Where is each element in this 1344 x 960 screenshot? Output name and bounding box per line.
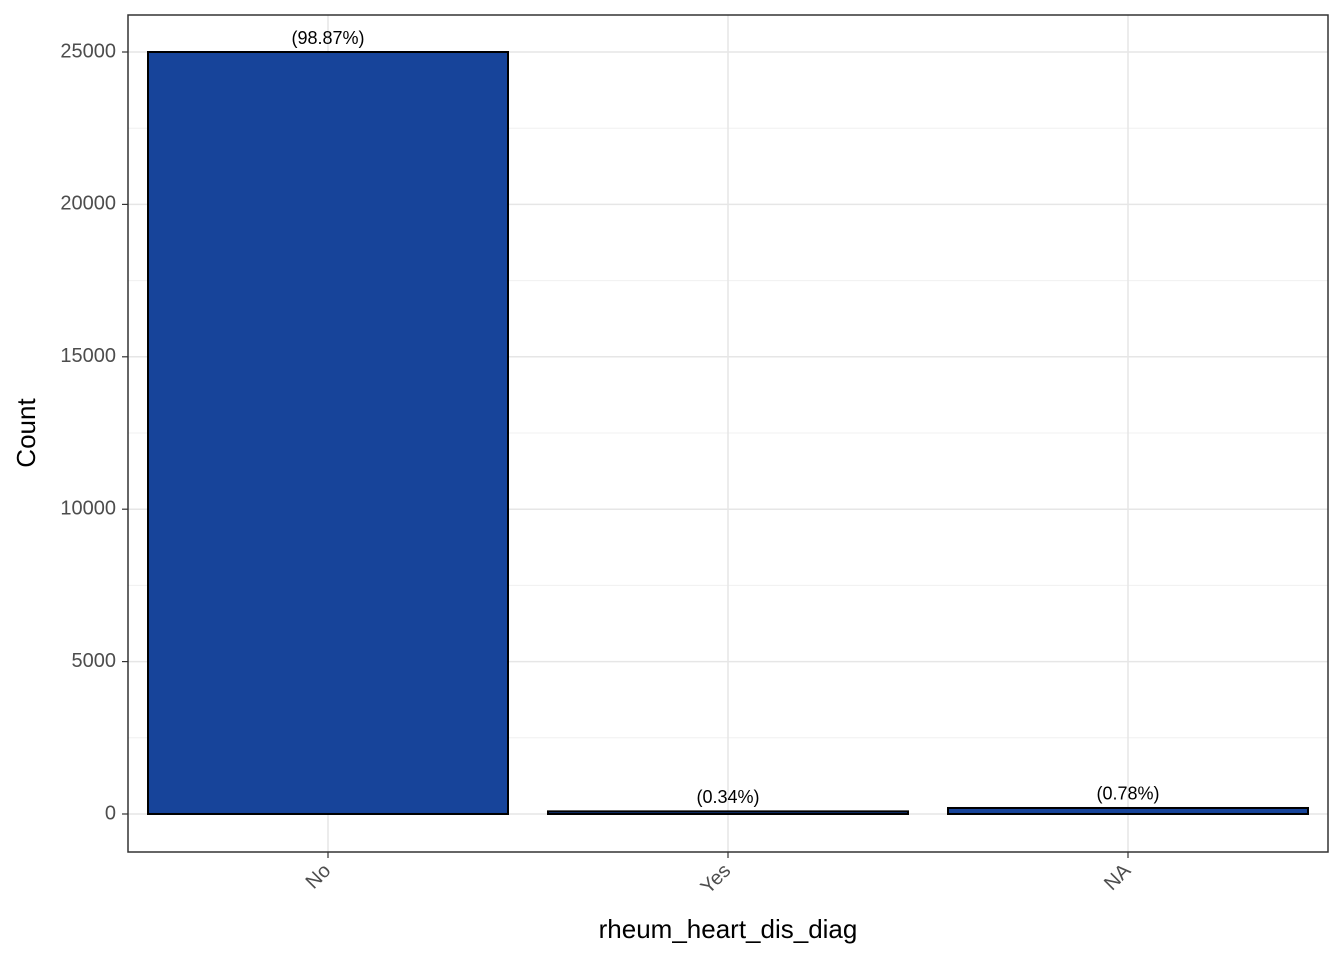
- x-axis-title: rheum_heart_dis_diag: [599, 914, 858, 944]
- x-tick-label: No: [302, 860, 336, 894]
- bar: [147, 51, 509, 815]
- plot-border: [127, 14, 1329, 853]
- bar-label: (0.34%): [696, 787, 759, 807]
- bar: [947, 806, 1309, 815]
- y-tick-label: 20000: [60, 193, 116, 215]
- y-tick-label: 5000: [72, 650, 117, 672]
- y-tick-label: 0: [105, 802, 116, 824]
- x-tick-label: Yes: [697, 860, 736, 899]
- y-tick-label: 25000: [60, 40, 116, 62]
- y-axis-title: Count: [11, 398, 41, 468]
- x-tick-label: NA: [1100, 859, 1136, 895]
- bar-label: (0.78%): [1096, 784, 1159, 804]
- y-tick-label: 10000: [60, 497, 116, 519]
- y-tick-label: 15000: [60, 345, 116, 367]
- bar: [547, 810, 909, 815]
- bar-label: (98.87%): [291, 28, 364, 48]
